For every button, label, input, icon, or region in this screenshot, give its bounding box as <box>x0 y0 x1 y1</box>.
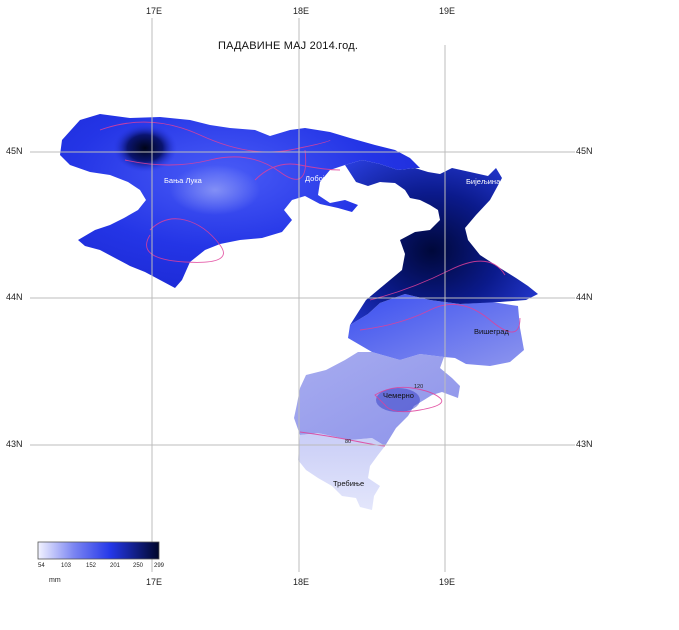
city-label-doboj: Добој <box>305 174 325 183</box>
latitude-label-right: 44N <box>576 292 593 302</box>
longitude-label-bottom: 17E <box>146 577 163 587</box>
banja-luka-maximum <box>113 124 177 172</box>
isolines <box>99 121 521 447</box>
isoline-value-labels: 120 80 <box>345 384 423 445</box>
longitude-label-top: 17E <box>146 6 163 16</box>
region-bijeljina <box>345 160 538 325</box>
cemerno-maximum <box>376 388 420 412</box>
isoline <box>369 260 506 301</box>
longitude-label-bottom: 19E <box>439 577 456 587</box>
region-shapes <box>60 114 538 510</box>
isoline-label: 120 <box>414 384 423 390</box>
isoline-label: 80 <box>345 439 351 445</box>
legend-tick-label: 201 <box>110 563 121 569</box>
isoline <box>359 303 521 333</box>
legend-tick-label: 103 <box>61 563 72 569</box>
graticule <box>30 18 575 572</box>
legend-unit-label: mm <box>49 577 61 584</box>
region-trebinje <box>298 433 385 510</box>
longitude-label-bottom: 18E <box>293 577 310 587</box>
city-label-cemerno: Чемерно <box>383 391 414 400</box>
central-light-zone <box>170 165 260 215</box>
isoline <box>124 149 307 180</box>
map-title: ПАДАВИНЕ МАЈ 2014.год. <box>218 40 359 52</box>
isoline <box>254 163 341 181</box>
city-label-visegrad: Вишеград <box>474 327 509 336</box>
latitude-label-left: 44N <box>6 292 23 302</box>
longitude-label-top: 19E <box>439 6 456 16</box>
latitude-label-left: 43N <box>6 439 23 449</box>
legend-tick-label: 152 <box>86 563 97 569</box>
city-labels: Бања Лука Добој Бијељина Вишеград Чемерн… <box>164 174 509 488</box>
city-label-banja-luka: Бања Лука <box>164 176 203 185</box>
city-label-bijeljina: Бијељина <box>466 177 501 186</box>
legend-colorbar <box>37 541 160 560</box>
latitude-label-right: 43N <box>576 439 593 449</box>
isoline <box>374 386 443 413</box>
isoline <box>99 121 331 153</box>
latitude-label-right: 45N <box>576 146 593 156</box>
city-label-trebinje: Требиње <box>333 479 364 488</box>
latitude-label-left: 45N <box>6 146 23 156</box>
legend-tick-label: 54 <box>38 563 45 569</box>
isoline <box>299 431 386 447</box>
longitude-label-top: 18E <box>293 6 310 16</box>
legend-tick-label: 250 <box>133 563 144 569</box>
legend-tick-label: 299 <box>154 563 165 569</box>
region-visegrad <box>348 294 524 366</box>
isoline <box>146 218 224 263</box>
